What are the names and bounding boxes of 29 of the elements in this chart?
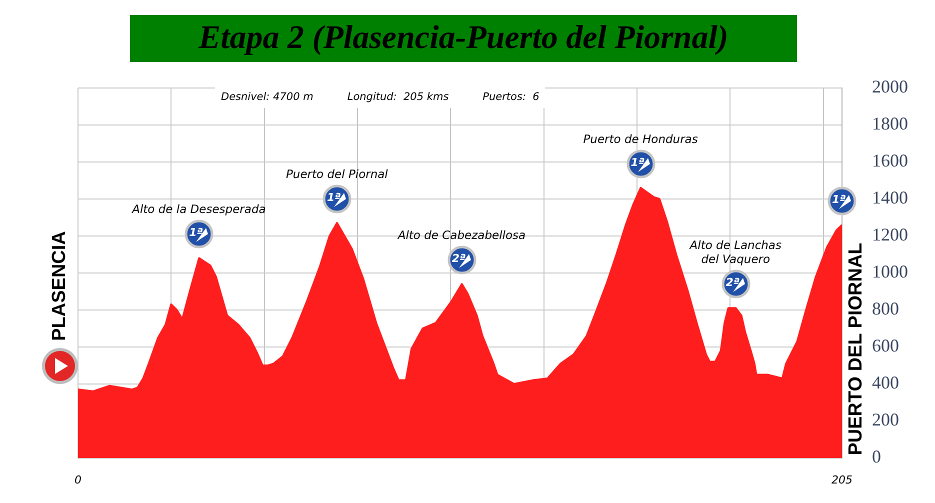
y-tick-label: 800 <box>872 298 899 319</box>
annotation: 2ª <box>452 252 466 266</box>
annotation: 2ª <box>726 276 740 290</box>
annotation: PLASENCIA <box>48 230 70 340</box>
annotation: Alto de Cabezabellosa <box>398 228 526 242</box>
y-tick-label: 1400 <box>872 188 908 208</box>
annotation: Desnivel: 4700 m <box>221 91 314 103</box>
y-tick-label: 0 <box>872 446 881 467</box>
y-tick-label: 1600 <box>872 150 908 171</box>
chart-title: Etapa 2 (Plasencia-Puerto del Piornal) <box>130 15 797 62</box>
annotation: PUERTO DEL PIORNAL <box>844 243 866 456</box>
y-tick-label: 2000 <box>872 76 908 97</box>
y-tick-label: 400 <box>872 372 899 393</box>
x-tick-label: 205 <box>832 473 852 486</box>
annotation: Puerto del Piornal <box>286 167 388 182</box>
y-tick-label: 600 <box>872 336 899 356</box>
y-tick-label: 200 <box>872 410 899 430</box>
y-tick-label: 1000 <box>872 262 908 282</box>
annotation: Longitud: 205 kms <box>347 91 449 103</box>
annotation: Alto de la Desesperada <box>132 202 266 216</box>
annotation: 1ª <box>327 191 341 204</box>
annotation: Alto de Lanchas del Vaquero <box>690 238 782 266</box>
annotation: Puertos: 6 <box>482 91 540 103</box>
annotation: 1ª <box>832 192 846 206</box>
annotation: 1ª <box>189 226 203 240</box>
annotation: Puerto de Honduras <box>583 132 698 146</box>
y-tick-label: 1200 <box>872 224 908 245</box>
annotation: 1ª <box>630 156 645 169</box>
y-tick-label: 1800 <box>872 114 908 134</box>
